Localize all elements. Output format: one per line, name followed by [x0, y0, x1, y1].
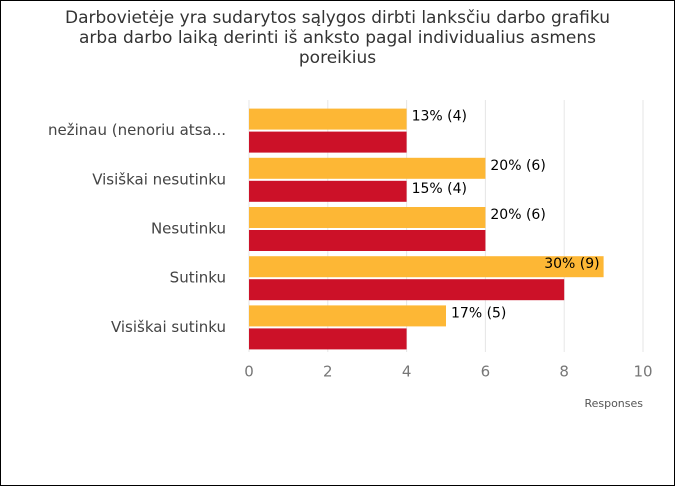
- bar: [249, 328, 407, 350]
- x-tick-label: 6: [481, 363, 491, 381]
- data-label: 17% (5): [451, 305, 506, 321]
- bar: [249, 230, 486, 251]
- bar: [249, 131, 407, 153]
- x-tick-label: 10: [633, 363, 652, 381]
- bar: [249, 108, 407, 130]
- bar: [249, 305, 446, 327]
- x-tick-label: 0: [244, 363, 254, 381]
- data-label: 20% (6): [490, 207, 545, 223]
- chart-title: Darbovietėje yra sudarytos sąlygos dirbt…: [65, 8, 610, 68]
- x-tick-label: 4: [402, 363, 412, 381]
- x-axis-label: Responses: [584, 397, 643, 410]
- bar: [249, 157, 486, 179]
- bar: [249, 180, 407, 202]
- category-label: Visiškai sutinku: [111, 318, 226, 336]
- category-label: Sutinku: [170, 269, 226, 287]
- bar: [249, 207, 486, 228]
- x-tick-label: 2: [323, 363, 333, 381]
- category-label: Nesutinku: [151, 220, 226, 238]
- category-label: nežinau (nenoriu atsa...: [48, 121, 226, 139]
- data-label: 13% (4): [412, 109, 467, 125]
- data-label: 20% (6): [490, 158, 545, 174]
- data-label: 30% (9): [544, 256, 599, 272]
- bar: [249, 279, 565, 301]
- data-label: 15% (4): [412, 181, 467, 197]
- bar: [249, 256, 604, 278]
- category-label: Visiškai nesutinku: [92, 170, 226, 188]
- x-tick-label: 8: [559, 363, 569, 381]
